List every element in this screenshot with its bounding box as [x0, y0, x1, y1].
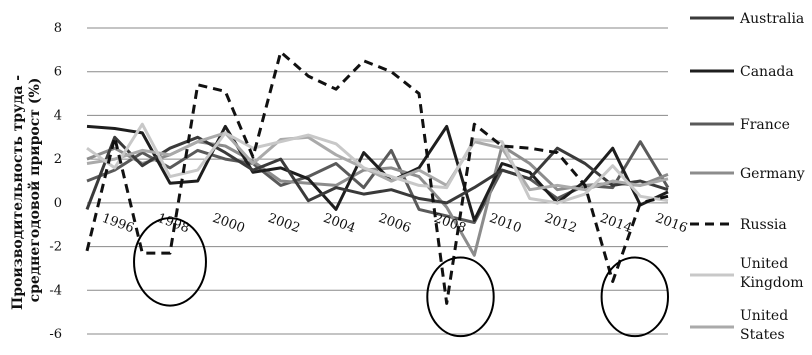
y-axis-label-line-1: Производительность труда -	[10, 75, 26, 310]
x-tick-label: 2004	[321, 211, 357, 236]
series-line-russia	[85, 50, 669, 305]
series-line-canada	[86, 124, 669, 222]
legend: Australia Canada France Germany Russia United…	[690, 11, 805, 343]
x-tick-label: 2002	[266, 211, 302, 236]
legend-label-canada: Canada	[740, 64, 794, 80]
annotations	[133, 217, 669, 338]
legend-label-australia: Australia	[739, 11, 804, 27]
y-tick-label: -6	[49, 327, 62, 342]
y-axis-label-line-2: среднегодовой прирост (%)	[26, 78, 43, 303]
legend-label-france: France	[740, 117, 790, 133]
x-tick-label: 2008	[432, 211, 468, 236]
series-line-united-states	[86, 131, 669, 192]
y-tick-label: -2	[49, 240, 62, 255]
x-tick-label: 2014	[598, 211, 634, 236]
x-tick-label: 2016	[653, 211, 689, 236]
x-tick-label: 2006	[376, 211, 412, 236]
y-tick-label: -4	[49, 283, 62, 298]
y-tick-label: 6	[54, 65, 62, 80]
series-line-australia	[85, 135, 669, 210]
legend-label-united-kingdom: United Kingdom	[740, 256, 804, 291]
y-axis-label: Производительность труда - среднегодовой…	[10, 70, 43, 310]
x-tick-label: 2000	[210, 211, 246, 236]
y-tick-label: 0	[54, 196, 62, 211]
legend-label-russia: Russia	[740, 217, 787, 233]
legend-label-germany: Germany	[740, 166, 805, 182]
x-tick-label: 2010	[487, 211, 523, 236]
y-tick-label: 8	[54, 21, 62, 36]
y-tick-label: 2	[54, 152, 62, 167]
x-tick-label: 1996	[100, 211, 136, 236]
y-ticks: -6 -4 -2 0 2 4 6 8	[49, 21, 62, 342]
x-tick-label: 2012	[542, 211, 578, 236]
series-line-united-kingdom	[86, 122, 669, 205]
annotation-ellipse	[426, 256, 495, 338]
annotation-ellipse	[133, 217, 207, 307]
series-lines	[85, 50, 670, 305]
legend-label-united-states: United States	[740, 308, 788, 343]
y-tick-label: 4	[54, 108, 62, 123]
annotation-ellipse	[600, 256, 669, 338]
